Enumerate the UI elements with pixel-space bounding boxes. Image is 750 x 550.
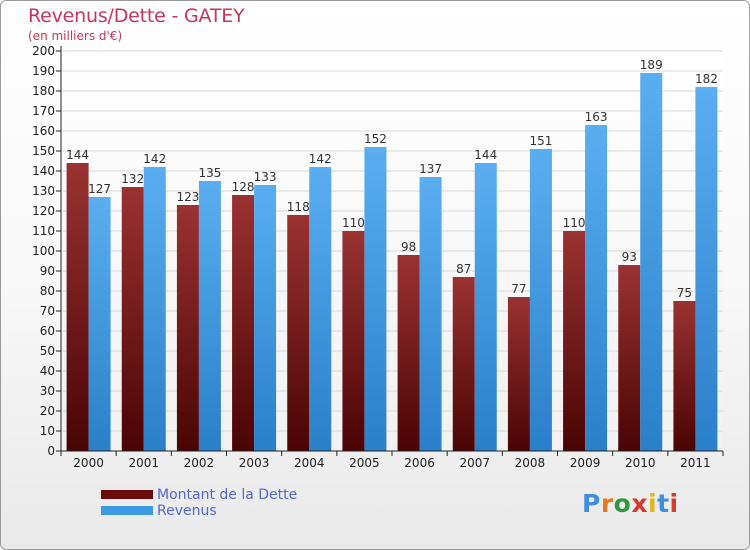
debt-bar bbox=[121, 187, 144, 451]
y-tick-label: 170 bbox=[32, 104, 55, 118]
revenue-bar bbox=[529, 149, 552, 451]
debt-bar bbox=[342, 231, 365, 451]
revenue-value-label: 144 bbox=[474, 148, 497, 162]
logo-letter: P bbox=[582, 489, 601, 518]
y-tick-label: 50 bbox=[40, 344, 55, 358]
x-tick-label: 2010 bbox=[625, 456, 656, 470]
y-tick-label: 40 bbox=[40, 364, 55, 378]
debt-bar bbox=[287, 215, 310, 451]
x-tick-label: 2005 bbox=[349, 456, 380, 470]
revenue-value-label: 137 bbox=[419, 162, 442, 176]
revenue-value-label: 133 bbox=[254, 170, 277, 184]
debt-bar bbox=[66, 163, 89, 451]
debt-bar bbox=[618, 265, 641, 451]
y-tick-label: 110 bbox=[32, 224, 55, 238]
revenue-value-label: 127 bbox=[88, 182, 111, 196]
revenue-bar bbox=[309, 167, 332, 451]
revenue-value-label: 189 bbox=[640, 58, 663, 72]
debt-value-label: 144 bbox=[66, 148, 89, 162]
debt-value-label: 118 bbox=[287, 200, 310, 214]
chart-title: Revenus/Dette - GATEY bbox=[28, 5, 245, 27]
debt-value-label: 110 bbox=[563, 216, 586, 230]
legend-label-debt: Montant de la Dette bbox=[157, 487, 298, 503]
debt-value-label: 87 bbox=[456, 262, 471, 276]
logo-letter: x bbox=[631, 489, 648, 518]
x-tick-label: 2009 bbox=[570, 456, 601, 470]
debt-bar bbox=[563, 231, 586, 451]
y-tick-label: 20 bbox=[40, 404, 55, 418]
debt-bar bbox=[232, 195, 255, 451]
debt-value-label: 77 bbox=[511, 282, 526, 296]
y-tick-label: 180 bbox=[32, 84, 55, 98]
y-tick-label: 60 bbox=[40, 324, 55, 338]
revenue-value-label: 151 bbox=[529, 134, 552, 148]
revenue-bar bbox=[585, 125, 608, 451]
debt-value-label: 75 bbox=[677, 286, 692, 300]
logo-letter: i bbox=[648, 489, 658, 518]
logo-letter: o bbox=[613, 489, 632, 518]
y-tick-label: 150 bbox=[32, 144, 55, 158]
revenue-value-label: 163 bbox=[585, 110, 608, 124]
y-tick-label: 90 bbox=[40, 264, 55, 278]
x-tick-label: 2000 bbox=[73, 456, 104, 470]
x-tick-label: 2003 bbox=[239, 456, 270, 470]
x-tick-label: 2001 bbox=[128, 456, 159, 470]
y-tick-label: 200 bbox=[32, 44, 55, 58]
y-tick-label: 140 bbox=[32, 164, 55, 178]
y-tick-label: 30 bbox=[40, 384, 55, 398]
x-tick-label: 2004 bbox=[294, 456, 325, 470]
revenue-bar bbox=[254, 185, 277, 451]
revenue-bar bbox=[695, 87, 718, 451]
revenue-bar bbox=[198, 181, 221, 451]
debt-value-label: 93 bbox=[622, 250, 637, 264]
logo-letter: r bbox=[600, 489, 614, 518]
debt-value-label: 98 bbox=[401, 240, 416, 254]
revenue-value-label: 142 bbox=[143, 152, 166, 166]
legend-label-revenue: Revenus bbox=[157, 503, 217, 519]
y-tick-label: 80 bbox=[40, 284, 55, 298]
y-tick-label: 70 bbox=[40, 304, 55, 318]
revenue-value-label: 135 bbox=[198, 166, 221, 180]
debt-value-label: 110 bbox=[342, 216, 365, 230]
revenue-bar bbox=[474, 163, 497, 451]
revenue-bar bbox=[143, 167, 166, 451]
debt-bar bbox=[176, 205, 199, 451]
debt-value-label: 123 bbox=[176, 190, 199, 204]
debt-value-label: 132 bbox=[121, 172, 144, 186]
y-tick-label: 160 bbox=[32, 124, 55, 138]
x-tick-label: 2007 bbox=[459, 456, 490, 470]
logo-letter: i bbox=[669, 489, 679, 518]
y-tick-label: 100 bbox=[32, 244, 55, 258]
debt-bar bbox=[397, 255, 420, 451]
y-tick-label: 10 bbox=[40, 424, 55, 438]
debt-value-label: 128 bbox=[232, 180, 255, 194]
x-tick-label: 2002 bbox=[184, 456, 215, 470]
y-tick-label: 130 bbox=[32, 184, 55, 198]
revenue-value-label: 182 bbox=[695, 72, 718, 86]
debt-bar bbox=[507, 297, 530, 451]
legend-swatch-debt bbox=[101, 490, 153, 499]
x-tick-label: 2011 bbox=[680, 456, 711, 470]
revenue-bar bbox=[88, 197, 111, 451]
chart-subtitle: (en milliers d'€) bbox=[28, 29, 123, 43]
y-tick-label: 0 bbox=[47, 444, 55, 458]
y-tick-label: 190 bbox=[32, 64, 55, 78]
x-tick-label: 2008 bbox=[515, 456, 546, 470]
revenue-bar bbox=[640, 73, 663, 451]
x-tick-label: 2006 bbox=[404, 456, 435, 470]
revenue-bar bbox=[419, 177, 442, 451]
debt-bar bbox=[673, 301, 696, 451]
y-tick-label: 120 bbox=[32, 204, 55, 218]
proxiti-logo: Proxiti bbox=[582, 489, 679, 518]
revenue-value-label: 152 bbox=[364, 132, 387, 146]
legend-swatch-revenue bbox=[101, 506, 153, 515]
revenue-bar bbox=[364, 147, 387, 451]
revenue-value-label: 142 bbox=[309, 152, 332, 166]
logo-letter: t bbox=[657, 489, 670, 518]
debt-bar bbox=[452, 277, 475, 451]
